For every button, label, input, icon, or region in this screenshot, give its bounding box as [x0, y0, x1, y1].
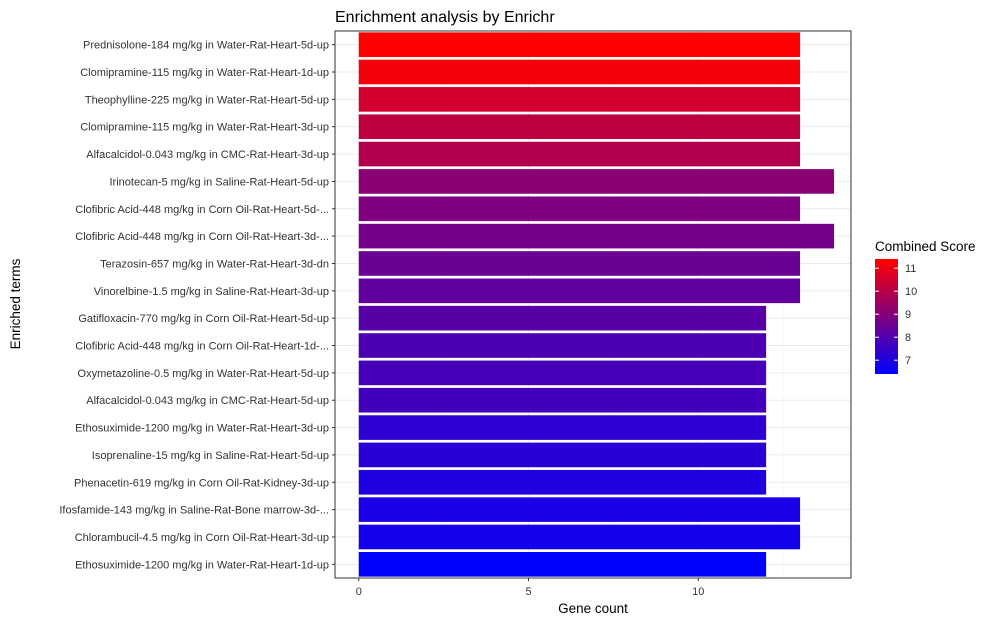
bar-13 [358, 360, 767, 386]
y-tick-label: Theophylline-225 mg/kg in Water-Rat-Hear… [85, 94, 329, 106]
y-tick-label: Oxymetazoline-0.5 mg/kg in Water-Rat-Hea… [78, 368, 329, 380]
grid-lines [335, 31, 851, 578]
legend-tick-label: 10 [905, 286, 917, 298]
legend-color-bar [875, 259, 898, 374]
x-tick-label: 0 [356, 586, 362, 598]
panel-border [334, 30, 852, 579]
y-tick-label: Prednisolone-184 mg/kg in Water-Rat-Hear… [83, 40, 329, 52]
bar-18 [358, 497, 801, 522]
x-tick-label: 5 [525, 586, 531, 598]
y-tick-label: Clofibric Acid-448 mg/kg in Corn Oil-Rat… [75, 341, 329, 353]
legend-tick-label: 11 [905, 263, 916, 275]
legend-ticks: 7 8 9 10 11 [875, 263, 917, 367]
bar-20 [358, 552, 767, 577]
y-tick-label: Irinotecan-5 mg/kg in Saline-Rat-Heart-5… [110, 176, 330, 188]
bars-group [358, 32, 835, 577]
color-legend: Combined Score 7 8 9 10 11 [875, 239, 976, 374]
y-axis-ticks: Prednisolone-184 mg/kg in Water-Rat-Hear… [59, 40, 335, 571]
bar-15 [358, 415, 767, 440]
bar-8 [358, 223, 835, 249]
bar-3 [358, 87, 801, 112]
y-tick-label: Ethosuximide-1200 mg/kg in Water-Rat-Hea… [75, 423, 329, 435]
y-tick-label: Clomipramine-115 mg/kg in Water-Rat-Hear… [80, 122, 329, 134]
bar-2 [358, 59, 801, 85]
y-axis-title: Enriched terms [8, 258, 23, 349]
y-tick-label: Gatifloxacin-770 mg/kg in Corn Oil-Rat-H… [78, 313, 329, 325]
bar-12 [358, 333, 767, 358]
legend-tick-label: 8 [905, 332, 911, 344]
y-tick-label: Alfacalcidol-0.043 mg/kg in CMC-Rat-Hear… [86, 149, 329, 161]
bar-5 [358, 141, 801, 167]
legend-title: Combined Score [875, 239, 976, 254]
bar-9 [358, 251, 801, 276]
bar-7 [358, 196, 801, 222]
bar-17 [358, 469, 767, 495]
chart-title: Enrichment analysis by Enrichr [335, 9, 555, 26]
y-tick-label: Clomipramine-115 mg/kg in Water-Rat-Hear… [80, 67, 329, 79]
bar-19 [358, 524, 801, 550]
legend-tick-label: 9 [905, 309, 911, 321]
y-tick-label: Vinorelbine-1.5 mg/kg in Saline-Rat-Hear… [94, 286, 329, 298]
y-tick-label: Phenacetin-619 mg/kg in Corn Oil-Rat-Kid… [74, 477, 329, 489]
x-axis-ticks: 0 5 10 [356, 578, 704, 598]
legend-tick-label: 7 [905, 355, 911, 367]
bar-11 [358, 305, 767, 331]
y-tick-label: Clofibric Acid-448 mg/kg in Corn Oil-Rat… [75, 231, 329, 243]
x-axis-title: Gene count [558, 601, 628, 616]
y-tick-label: Clofibric Acid-448 mg/kg in Corn Oil-Rat… [75, 204, 329, 216]
y-tick-label: Ethosuximide-1200 mg/kg in Water-Rat-Hea… [75, 559, 329, 571]
y-tick-label: Alfacalcidol-0.043 mg/kg in CMC-Rat-Hear… [86, 395, 329, 407]
bar-14 [358, 387, 767, 413]
y-tick-label: Terazosin-657 mg/kg in Water-Rat-Heart-3… [100, 258, 329, 270]
bar-6 [358, 169, 835, 194]
bar-1 [358, 32, 801, 57]
bar-4 [358, 114, 801, 140]
bar-10 [358, 278, 801, 304]
bar-16 [358, 442, 767, 468]
y-tick-label: Ifosfamide-143 mg/kg in Saline-Rat-Bone … [59, 505, 329, 517]
x-tick-label: 10 [692, 586, 704, 598]
y-tick-label: Isoprenaline-15 mg/kg in Saline-Rat-Hear… [92, 450, 329, 462]
y-tick-label: Chlorambucil-4.5 mg/kg in Corn Oil-Rat-H… [75, 532, 329, 544]
